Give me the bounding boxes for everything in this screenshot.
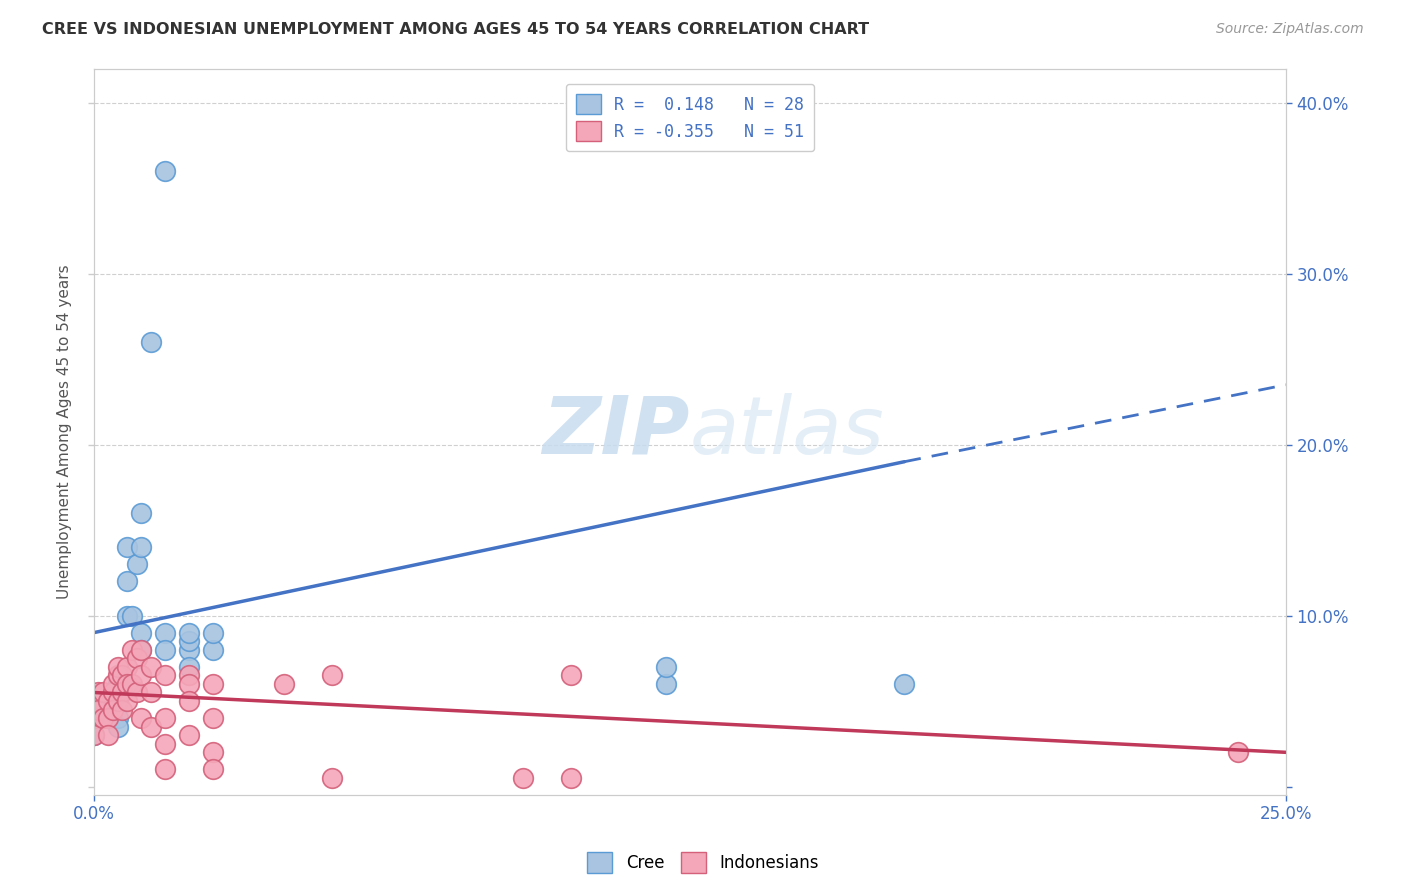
Point (131, 642, 153, 657)
Point (111, 703, 134, 717)
Point (107, 668, 129, 682)
Point (155, 711, 177, 725)
Point (107, 694, 129, 708)
Point (177, 668, 200, 682)
Point (139, 660, 162, 674)
Point (201, 711, 224, 725)
Point (121, 608, 143, 623)
Point (131, 506, 153, 520)
Point (121, 642, 143, 657)
Point (155, 164, 177, 178)
Point (139, 685, 162, 699)
Y-axis label: Unemployment Among Ages 45 to 54 years: Unemployment Among Ages 45 to 54 years (58, 265, 72, 599)
Point (125, 558, 148, 572)
Point (321, 668, 343, 682)
Point (139, 334, 162, 349)
Point (155, 763, 177, 777)
Point (155, 642, 177, 657)
Point (91, 711, 114, 725)
Point (560, 771, 582, 785)
Point (83, 711, 105, 725)
Point (893, 677, 915, 691)
Point (87, 685, 110, 699)
Point (177, 634, 200, 648)
Point (177, 677, 200, 691)
Point (115, 660, 138, 674)
Point (201, 642, 224, 657)
Point (115, 608, 138, 623)
Point (101, 685, 124, 699)
Point (155, 668, 177, 682)
Point (115, 694, 138, 708)
Point (115, 677, 138, 691)
Point (201, 625, 224, 640)
Point (107, 660, 129, 674)
Text: CREE VS INDONESIAN UNEMPLOYMENT AMONG AGES 45 TO 54 YEARS CORRELATION CHART: CREE VS INDONESIAN UNEMPLOYMENT AMONG AG… (42, 22, 869, 37)
Point (107, 720, 129, 734)
Point (155, 625, 177, 640)
Point (115, 574, 138, 589)
Point (201, 763, 224, 777)
Point (512, 771, 534, 785)
Point (83, 694, 105, 708)
Text: ZIP: ZIP (543, 392, 690, 471)
Point (201, 677, 224, 691)
Text: atlas: atlas (690, 392, 884, 471)
Point (131, 668, 153, 682)
Point (111, 685, 134, 699)
Point (83, 728, 105, 742)
Point (139, 720, 162, 734)
Point (97, 728, 120, 742)
Point (125, 651, 148, 665)
Point (155, 737, 177, 751)
Point (121, 677, 143, 691)
Point (177, 694, 200, 708)
Point (107, 694, 129, 708)
Point (177, 660, 200, 674)
Point (560, 668, 582, 682)
Point (115, 540, 138, 554)
Point (177, 728, 200, 742)
Point (87, 703, 110, 717)
Point (91, 685, 114, 699)
Text: Source: ZipAtlas.com: Source: ZipAtlas.com (1216, 22, 1364, 37)
Point (131, 625, 153, 640)
Point (97, 694, 120, 708)
Point (177, 625, 200, 640)
Point (655, 677, 678, 691)
Point (321, 771, 343, 785)
Point (273, 677, 295, 691)
Point (101, 677, 124, 691)
Point (201, 745, 224, 759)
Point (131, 642, 153, 657)
Point (107, 711, 129, 725)
Point (97, 711, 120, 725)
Point (131, 711, 153, 725)
Point (125, 685, 148, 699)
Point (131, 540, 153, 554)
Point (107, 677, 129, 691)
Point (83, 711, 105, 725)
Legend: Cree, Indonesians: Cree, Indonesians (581, 846, 825, 880)
Point (1227, 745, 1250, 759)
Point (177, 642, 200, 657)
Point (101, 703, 124, 717)
Legend: R =  0.148   N = 28, R = -0.355   N = 51: R = 0.148 N = 28, R = -0.355 N = 51 (565, 84, 814, 152)
Point (111, 668, 134, 682)
Point (83, 728, 105, 742)
Point (655, 660, 678, 674)
